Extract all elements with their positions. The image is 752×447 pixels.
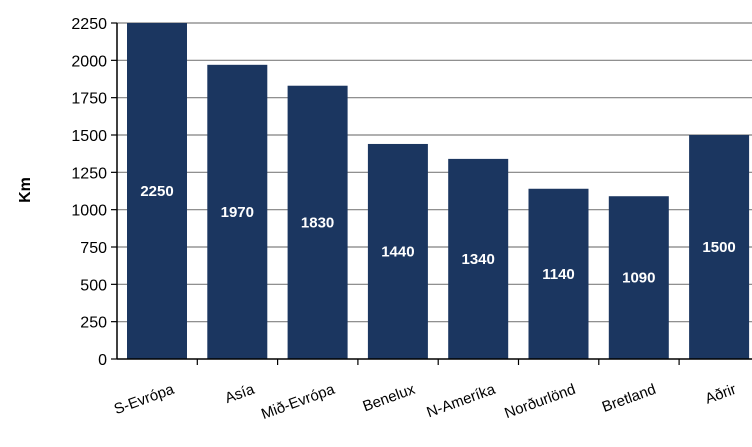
data-label: 1340: [462, 251, 495, 268]
category-label: N-Ameríka: [424, 381, 498, 422]
y-tick-label: 2000: [71, 53, 107, 70]
y-tick-label: 0: [98, 352, 107, 369]
data-labels: 2250 1970 1830 1440 1340 1140 1090 1500: [140, 183, 735, 287]
y-tick-label: 2250: [71, 16, 107, 33]
y-tick-label: 1500: [71, 128, 107, 145]
x-tick-labels: S-Evrópa Asía Mið-Evrópa Benelux N-Ameríka No…: [112, 381, 739, 423]
bar: [528, 188, 589, 359]
data-label: 1090: [622, 270, 655, 287]
data-label: 1440: [381, 243, 414, 260]
category-label: Benelux: [361, 381, 418, 416]
y-tick-labels: 0 250 500 750 1000 1250 1500 1750 2000 2250: [71, 16, 107, 369]
bar: [448, 158, 509, 359]
y-tick-label: 500: [80, 277, 107, 294]
bar: [287, 85, 348, 359]
y-axis-title: Km: [17, 177, 34, 203]
category-label: Aðrir: [703, 381, 739, 408]
bar: [127, 23, 187, 359]
bar: [367, 143, 428, 359]
data-label: 1830: [301, 214, 334, 231]
axes: [116, 23, 752, 360]
bar: [689, 135, 750, 359]
data-label: 1500: [702, 239, 735, 256]
y-tick-label: 750: [80, 240, 107, 257]
y-tick-label: 1750: [71, 91, 107, 108]
data-label: 1970: [221, 204, 254, 221]
data-label: 2250: [140, 183, 173, 200]
bar: [207, 64, 268, 360]
category-label: Asía: [223, 381, 258, 407]
data-label: 1140: [542, 266, 575, 283]
category-label: S-Evrópa: [112, 381, 177, 419]
category-label: Mið-Evrópa: [259, 381, 337, 423]
y-tick-label: 1000: [71, 203, 107, 220]
category-label: Norðurlönd: [502, 381, 578, 422]
bar: [608, 196, 669, 359]
y-tick-label: 250: [80, 315, 107, 332]
bars: [127, 23, 750, 360]
category-label: Bretland: [600, 381, 658, 416]
y-tick-label: 1250: [71, 165, 107, 182]
